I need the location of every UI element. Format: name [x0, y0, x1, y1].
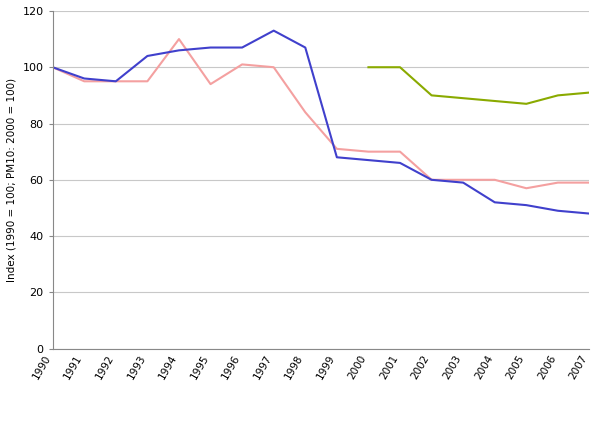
acidifying substances: [586, 180, 593, 186]
acidifying substances: [460, 177, 467, 182]
acidifying substances: [365, 149, 372, 154]
acidifying substances: [270, 64, 277, 70]
acidifying substances: [112, 79, 119, 84]
Line: acidifying substances: acidifying substances: [53, 39, 589, 188]
Line: ozone precursors: ozone precursors: [53, 31, 589, 214]
particulate matter: [491, 98, 498, 104]
ozone precursors: [460, 180, 467, 186]
Y-axis label: Index (1990 = 100; PM10: 2000 = 100): Index (1990 = 100; PM10: 2000 = 100): [7, 78, 17, 282]
ozone precursors: [586, 211, 593, 216]
ozone precursors: [270, 28, 277, 34]
acidifying substances: [396, 149, 404, 154]
particulate matter: [460, 96, 467, 101]
ozone precursors: [176, 48, 183, 53]
acidifying substances: [428, 177, 435, 182]
ozone precursors: [396, 160, 404, 165]
acidifying substances: [81, 79, 88, 84]
particulate matter: [428, 93, 435, 98]
ozone precursors: [333, 155, 340, 160]
ozone precursors: [365, 157, 372, 163]
ozone precursors: [555, 208, 562, 213]
particulate matter: [523, 101, 530, 106]
acidifying substances: [333, 146, 340, 152]
particulate matter: [396, 64, 404, 70]
particulate matter: [555, 93, 562, 98]
particulate matter: [586, 90, 593, 95]
acidifying substances: [176, 36, 183, 42]
acidifying substances: [239, 62, 246, 67]
ozone precursors: [144, 53, 151, 59]
Line: particulate matter: particulate matter: [368, 67, 589, 104]
acidifying substances: [301, 110, 309, 115]
ozone precursors: [239, 45, 246, 50]
ozone precursors: [523, 202, 530, 208]
acidifying substances: [207, 81, 214, 87]
acidifying substances: [491, 177, 498, 182]
ozone precursors: [207, 45, 214, 50]
ozone precursors: [49, 64, 56, 70]
particulate matter: [365, 64, 372, 70]
acidifying substances: [144, 79, 151, 84]
ozone precursors: [491, 200, 498, 205]
ozone precursors: [301, 45, 309, 50]
acidifying substances: [523, 186, 530, 191]
ozone precursors: [112, 79, 119, 84]
ozone precursors: [428, 177, 435, 182]
acidifying substances: [555, 180, 562, 186]
acidifying substances: [49, 64, 56, 70]
ozone precursors: [81, 76, 88, 81]
